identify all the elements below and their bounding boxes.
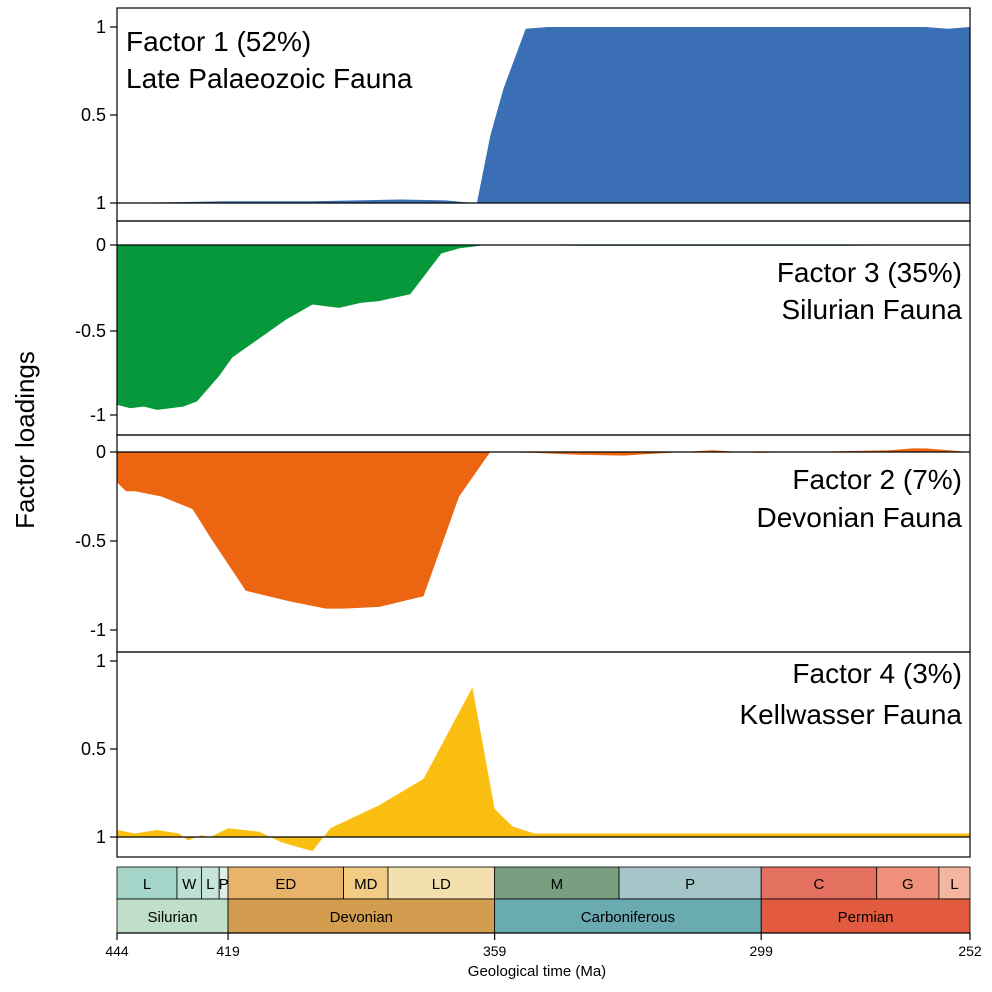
factor4-ytick-label: 1 (96, 827, 106, 847)
period-label: Carboniferous (581, 909, 675, 926)
panel-factor3: 0 -0.5 -1 Factor 3 (35%) Silurian Fauna (75, 220, 971, 436)
factor3-ytick-label: 0 (96, 235, 106, 255)
factor1-ytick-label: 0.5 (81, 105, 106, 125)
stage-cell (494, 866, 620, 900)
factor1-title: Factor 1 (52%) (126, 26, 311, 57)
stage-label: L (206, 876, 214, 893)
x-tick-label: 299 (750, 943, 774, 959)
stage-label: MD (354, 876, 377, 893)
period-cell (760, 898, 971, 934)
y-axis-label: Factor loadings (10, 351, 40, 529)
x-tick-label: 444 (105, 943, 129, 959)
factor1-subtitle: Late Palaeozoic Fauna (126, 63, 413, 94)
period-label: Devonian (330, 909, 393, 926)
stage-label: G (902, 876, 914, 893)
factor3-ytick-label: -1 (90, 405, 106, 425)
stage-label: ED (275, 876, 296, 893)
factor4-subtitle: Kellwasser Fauna (739, 699, 962, 730)
stage-label: C (814, 876, 825, 893)
factor4-area (117, 687, 970, 852)
stage-label: LD (432, 876, 451, 893)
factor2-subtitle: Devonian Fauna (757, 502, 963, 533)
factor2-ytick-label: -0.5 (75, 531, 106, 551)
stage-cell (876, 866, 940, 900)
x-axis-label: Geological time (Ma) (468, 963, 606, 980)
x-tick-label: 419 (216, 943, 240, 959)
stage-cell (760, 866, 878, 900)
factor1-ytick-label: 1 (96, 193, 106, 213)
factor4-title: Factor 4 (3%) (792, 658, 962, 689)
period-cell (494, 898, 762, 934)
stage-label: W (182, 876, 197, 893)
factor4-ytick-label: 1 (96, 651, 106, 671)
factor3-ytick-label: -0.5 (75, 321, 106, 341)
stage-label: M (551, 876, 564, 893)
stage-label: L (143, 876, 151, 893)
factor4-ytick-label: 0.5 (81, 739, 106, 759)
period-cell (116, 898, 229, 934)
factor2-title: Factor 2 (7%) (792, 464, 962, 495)
factor1-area (117, 27, 970, 203)
factor4-frame (116, 651, 971, 858)
factor2-area (117, 448, 970, 609)
stage-cell (227, 866, 344, 900)
stage-label: P (685, 876, 695, 893)
factor3-area (117, 245, 970, 410)
stage-label: L (950, 876, 958, 893)
panel-factor2: 0 -0.5 -1 Factor 2 (7%) Devonian Fauna (75, 434, 971, 653)
stage-cell (116, 866, 178, 900)
stage-label: P (219, 876, 229, 893)
x-tick-label: 359 (483, 943, 507, 959)
panel-factor1: 1 0.5 1 Factor 1 (52%) Late Palaeozoic Fauna (81, 7, 971, 222)
period-label: Silurian (148, 909, 198, 926)
stage-cell (618, 866, 762, 900)
stage-cell (176, 866, 202, 900)
x-axis: 444 419 359 299 252 (105, 932, 982, 959)
factor2-ytick-label: -1 (90, 620, 106, 640)
panel-factor4: 1 0.5 1 Factor 4 (3%) Kellwasser Fauna (81, 651, 971, 858)
factor3-title: Factor 3 (35%) (777, 257, 962, 288)
stage-cell (387, 866, 496, 900)
factor1-ytick-label: 1 (96, 17, 106, 37)
stage-cell (938, 866, 971, 900)
x-tick-label: 252 (958, 943, 982, 959)
period-cell (227, 898, 496, 934)
period-label: Permian (838, 909, 894, 926)
factor2-ytick-label: 0 (96, 442, 106, 462)
factor3-subtitle: Silurian Fauna (781, 294, 962, 325)
